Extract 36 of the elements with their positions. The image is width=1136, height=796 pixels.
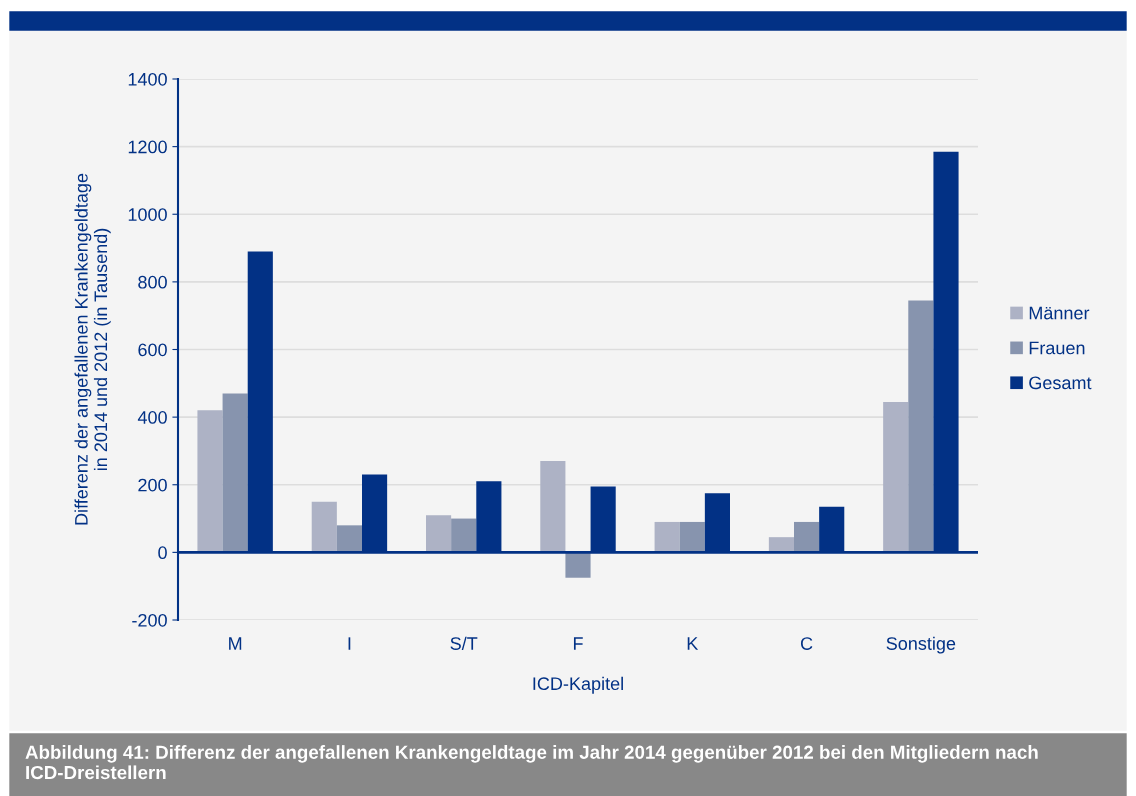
bar [426,515,452,553]
bar [908,300,934,553]
legend-label: Frauen [1029,341,1085,355]
x-tick-label: F [573,637,583,650]
text: Abbildung 41: Differenz der angefallenen Krankengeldtage im Jahr 2014 gegenüber 2012 bei den Mitgliedern nach ICD-Dreistellern [25,745,1038,780]
bar [311,501,337,553]
x-axis-title: ICD-Kapitel [533,676,623,694]
x-tick-label: C [800,637,813,650]
bar [883,401,909,553]
y-tick-label: 0 [158,546,167,560]
y-tick-label: 1200 [128,140,167,154]
y-tick-label: 1400 [128,72,167,86]
y-tick-label: 1000 [128,208,167,221]
x-tick-label: Sonstige [886,636,956,654]
bar [540,461,566,553]
bar [197,410,223,553]
y-axis-title: Differenz der angefallenen Krankengeldtage in 2014 und 2012 (in Tausend) [74,173,111,525]
y-tick-label: 400 [137,411,167,424]
legend-label: Gesamt [1029,376,1092,390]
y-tick-label: 800 [138,275,167,289]
bar [768,537,794,553]
x-tick-label: M [229,637,242,650]
bar [222,393,248,553]
x-tick-label: S/T [450,636,478,650]
x-tick-label: K [687,637,699,650]
bar [451,518,477,553]
bar [654,521,680,553]
bar [336,525,362,553]
y-tick-label: 600 [138,343,167,357]
bar [679,521,705,553]
x-tick-label: I [348,637,351,650]
legend-label: Männer [1029,306,1090,320]
bar [794,521,820,553]
y-tick-label: -200 [132,613,167,627]
y-tick-label: 200 [138,478,167,492]
bar [565,552,591,578]
